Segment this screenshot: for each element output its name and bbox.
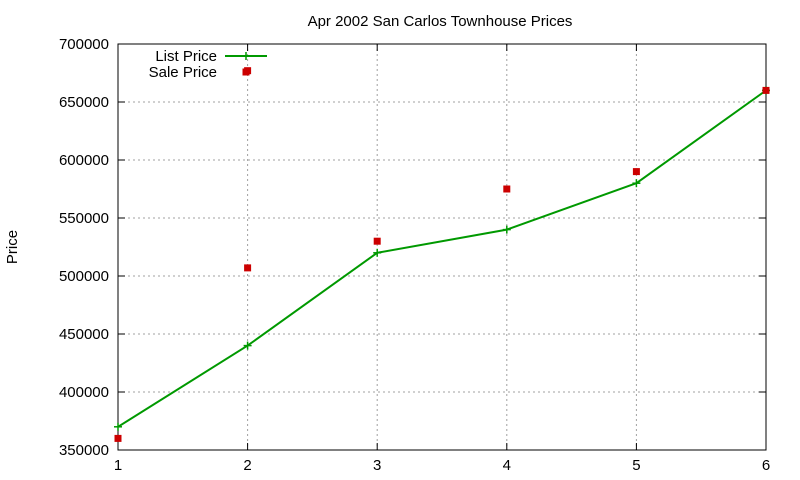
x-tick-label: 6 xyxy=(762,457,770,474)
data-point xyxy=(114,422,122,431)
plot-frame xyxy=(117,43,767,451)
series-sale-price xyxy=(114,67,770,442)
data-point xyxy=(632,168,640,176)
data-point xyxy=(114,434,122,442)
data-point xyxy=(502,225,511,234)
series-line xyxy=(117,89,767,428)
y-tick-label: 600000 xyxy=(59,152,109,169)
y-axis-label: Price xyxy=(4,230,21,264)
y-tick-label: 550000 xyxy=(59,210,109,227)
x-tick-label: 4 xyxy=(503,457,511,474)
data-point xyxy=(373,248,382,257)
data-point xyxy=(244,264,252,272)
data-point xyxy=(373,237,381,245)
x-tick-label: 3 xyxy=(373,457,381,474)
y-tick-label: 350000 xyxy=(59,442,109,459)
y-tick-label: 500000 xyxy=(59,268,109,285)
y-tick-label: 700000 xyxy=(59,36,109,53)
y-tick-label: 650000 xyxy=(59,94,109,111)
axes: 1 2 3 4 5 6 350000 400000 450000 500000 550000 6000… xyxy=(59,36,770,474)
x-tick-label: 1 xyxy=(114,457,122,474)
data-series xyxy=(114,67,770,442)
legend-marker xyxy=(242,52,250,60)
legend-label: List Price xyxy=(155,48,217,65)
data-point xyxy=(762,86,770,94)
data-point xyxy=(503,185,511,193)
data-point xyxy=(243,341,252,350)
legend-label: Sale Price xyxy=(149,64,217,81)
data-point xyxy=(632,179,641,188)
y-tick-label: 450000 xyxy=(59,326,109,343)
x-tick-label: 2 xyxy=(243,457,251,474)
legend-sample xyxy=(225,52,267,60)
chart-title: Apr 2002 San Carlos Townhouse Prices xyxy=(308,13,573,30)
grid-lines xyxy=(118,44,766,450)
x-tick-label: 5 xyxy=(632,457,640,474)
y-tick-label: 400000 xyxy=(59,384,109,401)
series-list-price xyxy=(114,86,770,431)
legend-marker xyxy=(242,68,250,76)
legend-sample xyxy=(242,68,250,76)
